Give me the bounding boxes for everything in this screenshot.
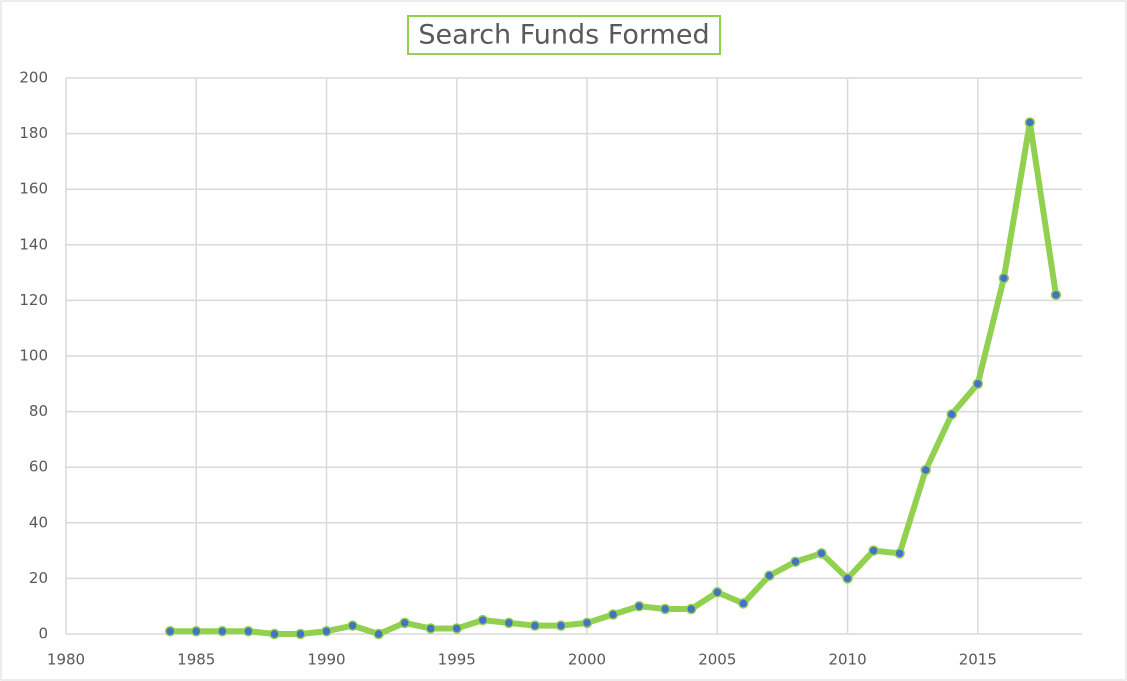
- data-point: [451, 623, 463, 634]
- x-tick-label: 2005: [698, 651, 736, 669]
- x-tick-label: 1995: [438, 651, 476, 669]
- data-point: [581, 617, 593, 629]
- data-point: [920, 464, 931, 476]
- y-tick-label: 200: [19, 69, 48, 87]
- x-tick-label: 1980: [47, 651, 85, 669]
- data-point: [738, 598, 749, 609]
- data-point: [894, 548, 905, 559]
- y-tick-label: 140: [19, 235, 48, 253]
- x-tick-label: 1990: [307, 651, 345, 669]
- data-point: [399, 617, 410, 629]
- data-point: [712, 587, 723, 598]
- data-point: [659, 603, 671, 615]
- data-point: [217, 625, 228, 637]
- data-point: [347, 620, 358, 631]
- data-point: [790, 556, 801, 567]
- title-box: [407, 15, 721, 55]
- y-tick-label: 100: [19, 347, 48, 365]
- data-point: [764, 570, 775, 581]
- y-tick-label: 60: [29, 458, 48, 476]
- data-point: [868, 545, 879, 556]
- data-point: [321, 625, 332, 637]
- x-tick-label: 2000: [568, 651, 606, 669]
- y-tick-label: 20: [29, 569, 48, 587]
- data-point: [842, 573, 853, 584]
- data-point: [1024, 117, 1036, 128]
- data-point: [946, 409, 957, 420]
- y-tick-label: 80: [29, 402, 48, 420]
- data-point: [633, 600, 645, 612]
- data-point: [972, 378, 984, 390]
- y-tick-label: 160: [19, 180, 48, 198]
- data-point: [425, 623, 436, 634]
- y-tick-label: 120: [19, 291, 48, 309]
- data-point: [191, 625, 202, 637]
- data-point: [816, 548, 827, 559]
- data-point: [685, 603, 697, 615]
- y-tick-label: 180: [19, 124, 48, 142]
- data-point: [269, 628, 280, 640]
- data-point: [998, 272, 1010, 284]
- x-tick-label: 1985: [177, 651, 215, 669]
- data-point: [503, 617, 515, 629]
- chart-title: Search Funds Formed: [418, 20, 709, 51]
- data-point: [243, 625, 254, 637]
- data-point: [295, 628, 306, 640]
- x-tick-label: 2015: [959, 651, 997, 669]
- y-tick-label: 40: [29, 513, 48, 531]
- data-point: [607, 609, 619, 620]
- data-point: [555, 620, 567, 631]
- data-point: [164, 625, 176, 637]
- x-tick-label: 2010: [828, 651, 866, 669]
- data-point: [477, 614, 489, 626]
- y-tick-label: 0: [38, 625, 48, 643]
- data-point: [529, 620, 541, 631]
- data-point: [1050, 289, 1062, 301]
- data-point: [373, 628, 384, 640]
